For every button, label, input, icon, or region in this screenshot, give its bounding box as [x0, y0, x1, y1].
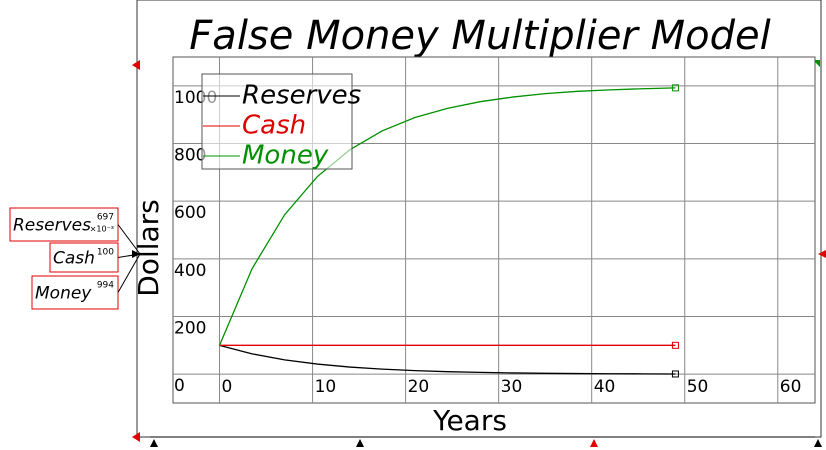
y-tick-label: 400 — [174, 261, 206, 281]
marker — [814, 439, 822, 447]
y-tick-label: 200 — [174, 319, 206, 339]
legend-box — [201, 73, 353, 170]
readout-value: 994 — [97, 281, 114, 291]
readout-box — [31, 275, 119, 310]
readout-box — [49, 242, 119, 273]
readout-unit: ×10⁻³ — [90, 225, 114, 234]
y-axis-label: Dollars — [132, 199, 165, 297]
readout-box — [9, 207, 119, 242]
connector — [117, 253, 141, 293]
legend-label: Money — [242, 141, 329, 171]
y-tick-label: 800 — [174, 146, 206, 166]
legend-label: Reserves — [242, 81, 361, 111]
series-line — [218, 87, 676, 346]
readout-value: 100 — [97, 248, 114, 258]
x-tick-label: 50 — [687, 377, 709, 397]
x-tick-label: 10 — [315, 377, 337, 397]
chart-title: False Money Multiplier Model — [189, 13, 770, 59]
marker — [356, 439, 364, 447]
x-axis-label: Years — [432, 404, 507, 437]
legend-label: Cash — [242, 111, 306, 141]
marker — [590, 439, 598, 447]
readout-name: Money — [35, 284, 92, 304]
end-marker — [671, 370, 679, 378]
x-tick-label: 60 — [780, 377, 802, 397]
readout-name: Cash — [53, 249, 95, 269]
marker — [818, 250, 826, 258]
marker — [132, 432, 140, 442]
connector-arrow — [132, 250, 140, 258]
series-line — [219, 344, 676, 375]
marker — [150, 439, 158, 447]
x-tick-label: 20 — [408, 377, 430, 397]
readout-name: Reserves — [13, 216, 91, 236]
end-marker — [671, 84, 679, 92]
readout-value: 697 — [97, 213, 114, 223]
end-marker — [671, 341, 679, 349]
y-tick-label: 0 — [174, 376, 185, 396]
connector — [117, 224, 141, 255]
marker — [132, 60, 140, 70]
y-tick-label: 600 — [174, 203, 206, 223]
x-tick-label: 30 — [501, 377, 523, 397]
x-tick-label: 40 — [594, 377, 616, 397]
x-tick-label: 0 — [222, 377, 233, 397]
